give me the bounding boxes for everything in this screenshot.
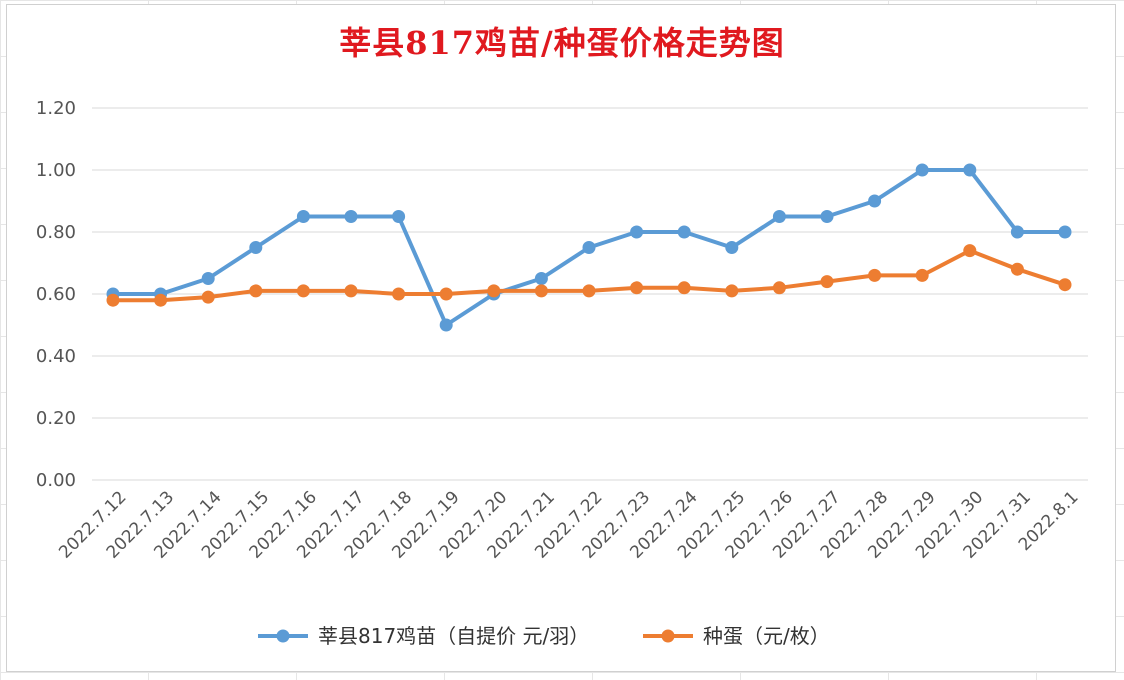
data-point xyxy=(820,210,834,223)
data-point xyxy=(249,284,263,298)
data-point xyxy=(201,272,215,285)
data-point xyxy=(439,287,453,301)
data-point xyxy=(582,284,596,298)
data-point xyxy=(201,290,215,304)
data-point xyxy=(439,318,453,332)
data-point xyxy=(868,268,882,282)
y-tick-label: 0.40 xyxy=(36,346,76,367)
data-point xyxy=(487,284,501,298)
y-tick-label: 0.00 xyxy=(36,470,76,491)
data-point xyxy=(963,244,977,258)
y-tick-label: 1.20 xyxy=(36,98,76,119)
legend-item: 莘县817鸡苗（自提价 元/羽） xyxy=(258,624,589,648)
data-point xyxy=(534,272,548,285)
series-chick-price xyxy=(106,163,1072,332)
data-point xyxy=(1010,262,1024,276)
data-point xyxy=(963,163,977,177)
legend-marker xyxy=(276,629,290,643)
data-point xyxy=(915,268,929,282)
data-point xyxy=(296,284,310,298)
data-point xyxy=(772,210,786,223)
chart-frame[interactable] xyxy=(6,4,1116,672)
data-point xyxy=(344,210,358,223)
data-point xyxy=(392,210,406,223)
legend: 莘县817鸡苗（自提价 元/羽） 种蛋（元/枚） xyxy=(258,624,830,648)
legend-label: 种蛋（元/枚） xyxy=(703,624,830,648)
chart-title: 莘县817鸡苗/种蛋价格走势图 xyxy=(339,24,785,62)
y-tick-label: 0.60 xyxy=(36,284,76,305)
data-point xyxy=(915,163,929,177)
data-point xyxy=(154,293,168,307)
series-group xyxy=(106,163,1072,332)
legend-marker xyxy=(661,629,675,643)
legend-item: 种蛋（元/枚） xyxy=(643,624,830,648)
data-point xyxy=(820,275,834,289)
y-axis-ticks: 0.00 0.20 0.40 0.60 0.80 1.00 1.20 xyxy=(36,98,76,491)
data-point xyxy=(582,241,596,254)
y-tick-label: 0.20 xyxy=(36,408,76,429)
data-point xyxy=(868,194,882,208)
data-point xyxy=(677,281,691,295)
data-point xyxy=(725,241,739,254)
data-point xyxy=(392,287,406,301)
x-axis-ticks: 2022.7.122022.7.132022.7.142022.7.152022… xyxy=(55,487,1082,562)
data-point xyxy=(249,241,263,254)
y-tick-label: 1.00 xyxy=(36,160,76,181)
series-egg-price xyxy=(106,244,1072,307)
data-point xyxy=(1058,278,1072,292)
data-point xyxy=(1058,225,1072,239)
data-point xyxy=(677,225,691,239)
data-point xyxy=(344,284,358,298)
legend-label: 莘县817鸡苗（自提价 元/羽） xyxy=(318,624,589,648)
data-point xyxy=(296,210,310,223)
data-point xyxy=(630,225,644,239)
data-point xyxy=(1010,225,1024,239)
data-point xyxy=(725,284,739,298)
data-point xyxy=(106,293,120,307)
data-point xyxy=(630,281,644,295)
data-point xyxy=(534,284,548,298)
y-tick-label: 0.80 xyxy=(36,222,76,243)
data-point xyxy=(772,281,786,295)
